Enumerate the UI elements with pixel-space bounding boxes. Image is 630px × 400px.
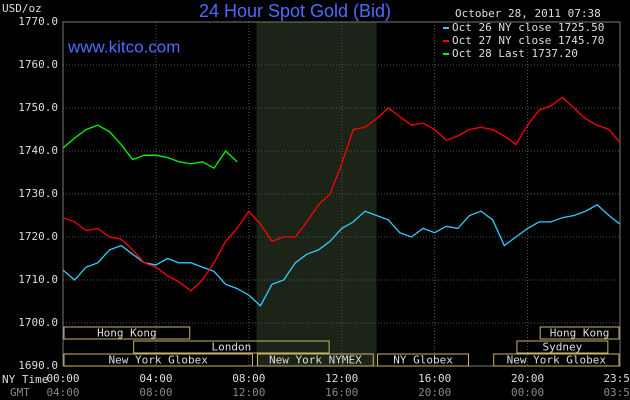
legend-label: Oct 28 Last 1737.20 [452, 47, 578, 60]
x2-tick-label: 12:00 [232, 386, 265, 399]
session-box [63, 353, 253, 367]
session-box [256, 353, 374, 367]
legend-label: Oct 26 NY close 1725.50 [452, 21, 604, 34]
x2-axis-label: GMT [10, 386, 30, 399]
session-label: New York Globex [109, 354, 209, 367]
x2-tick-label: 00:00 [511, 386, 544, 399]
session-box [133, 340, 330, 354]
session-label: NY Globex [393, 354, 453, 367]
series-line [62, 204, 621, 307]
session-box [493, 353, 620, 367]
session-label: New York Globex [507, 354, 607, 367]
y-tick-label: 1690.0 [18, 359, 58, 372]
x-tick-label: 12:00 [325, 372, 358, 385]
legend-label: Oct 27 NY close 1745.70 [452, 34, 604, 47]
x-tick-label: 00:00 [46, 372, 79, 385]
x-tick-label: 08:00 [232, 372, 265, 385]
session-label: New York NYMEX [269, 354, 362, 367]
x-tick-label: 23:59 [603, 372, 630, 385]
series-line [62, 124, 238, 170]
y-tick-label: 1770.0 [18, 15, 58, 28]
y-tick-label: 1710.0 [18, 273, 58, 286]
x-tick-label: 04:00 [139, 372, 172, 385]
x-tick-label: 16:00 [418, 372, 451, 385]
y-tick-label: 1750.0 [18, 101, 58, 114]
x-axis-label: NY Time [2, 373, 48, 386]
y-tick-label: 1760.0 [18, 58, 58, 71]
x2-tick-label: 08:00 [139, 386, 172, 399]
y-tick-label: 1720.0 [18, 230, 58, 243]
session-label: London [212, 341, 252, 354]
watermark: www.kitco.com [67, 37, 180, 56]
y-tick-label: 1700.0 [18, 316, 58, 329]
session-label: Hong Kong [550, 327, 610, 340]
timestamp: October 28, 2011 07:38 [455, 7, 601, 20]
session-box [377, 353, 469, 367]
x2-tick-label: 03:59 [603, 386, 630, 399]
chart-title: 24 Hour Spot Gold (Bid) [199, 1, 391, 21]
y-axis-label: USD/oz [2, 2, 42, 15]
x2-tick-label: 04:00 [46, 386, 79, 399]
series-line [62, 96, 621, 292]
session-label: Sydney [543, 341, 583, 354]
y-tick-label: 1740.0 [18, 144, 58, 157]
y-tick-label: 1730.0 [18, 187, 58, 200]
x2-tick-label: 16:00 [325, 386, 358, 399]
session-label: Hong Kong [97, 327, 157, 340]
x-tick-label: 20:00 [511, 372, 544, 385]
session-box [539, 326, 620, 340]
highlight-region [256, 22, 377, 366]
session-box [63, 326, 191, 340]
session-box [516, 340, 609, 354]
x2-tick-label: 20:00 [418, 386, 451, 399]
